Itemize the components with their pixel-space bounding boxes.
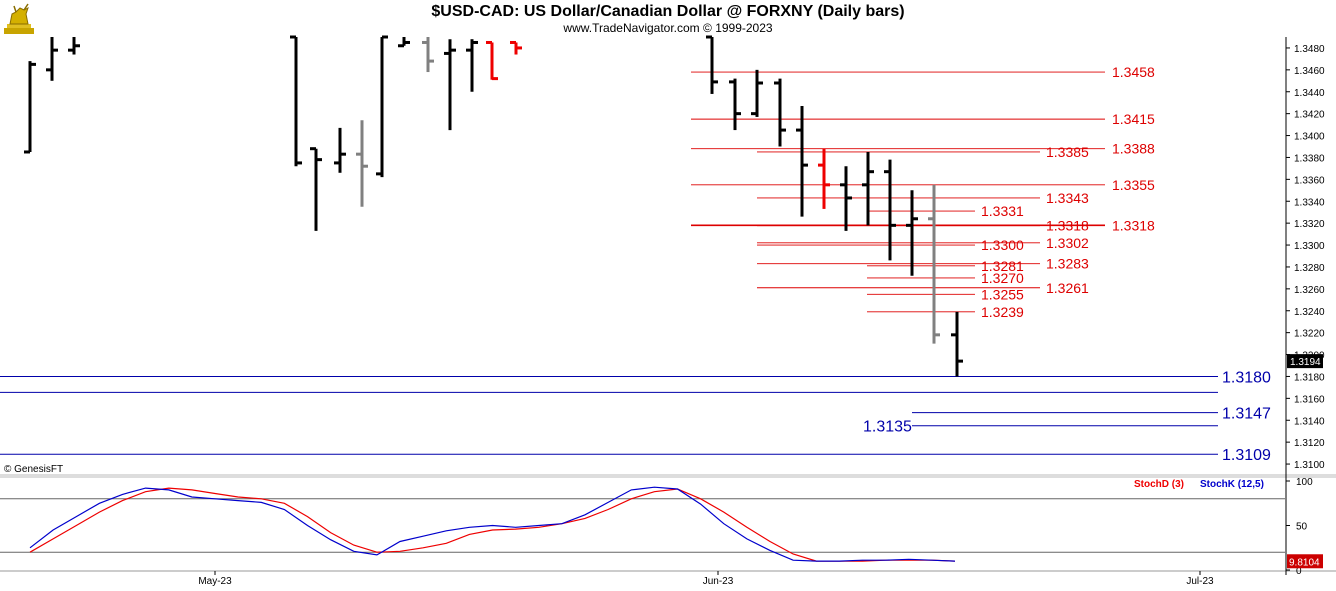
resistance-label: 1.3300 bbox=[981, 237, 1024, 253]
y-tick-label: 1.3460 bbox=[1294, 66, 1325, 77]
copyright-label: © GenesisFT bbox=[4, 464, 63, 475]
chart-title: $USD-CAD: US Dollar/Canadian Dollar @ FO… bbox=[431, 3, 905, 20]
x-tick-label: Jun-23 bbox=[703, 576, 734, 587]
y-tick-label: 1.3160 bbox=[1294, 394, 1325, 405]
y-tick-label: 1.3300 bbox=[1294, 241, 1325, 252]
resistance-label: 1.3318 bbox=[1112, 217, 1155, 233]
y-tick-label: 1.3360 bbox=[1294, 175, 1325, 186]
y-tick-label: 1.3260 bbox=[1294, 285, 1325, 296]
y-tick-label: 1.3340 bbox=[1294, 197, 1325, 208]
y-tick-label: 1.3220 bbox=[1294, 329, 1325, 340]
oscillator-y-tick-label: 100 bbox=[1296, 477, 1313, 488]
resistance-label: 1.3385 bbox=[1046, 144, 1089, 160]
resistance-label: 1.3283 bbox=[1046, 256, 1089, 272]
chart-header: $USD-CAD: US Dollar/Canadian Dollar @ FO… bbox=[0, 0, 1336, 36]
gold-bull-logo-icon bbox=[4, 3, 34, 34]
support-label: 1.3180 bbox=[1222, 369, 1271, 386]
resistance-label: 1.3239 bbox=[981, 304, 1024, 320]
last-price-label: 1.3194 bbox=[1290, 357, 1321, 368]
y-tick-label: 1.3100 bbox=[1294, 460, 1325, 471]
oscillator-y-tick-label: 50 bbox=[1296, 522, 1308, 533]
y-tick-label: 1.3120 bbox=[1294, 438, 1325, 449]
x-tick-label: Jul-23 bbox=[1186, 576, 1214, 587]
price-panel bbox=[0, 37, 1285, 475]
y-tick-label: 1.3480 bbox=[1294, 44, 1325, 55]
resistance-label: 1.3388 bbox=[1112, 141, 1155, 157]
resistance-label: 1.3343 bbox=[1046, 190, 1089, 206]
y-tick-label: 1.3400 bbox=[1294, 132, 1325, 143]
support-label: 1.3109 bbox=[1222, 447, 1271, 464]
y-tick-label: 1.3420 bbox=[1294, 110, 1325, 121]
resistance-label: 1.3281 bbox=[981, 258, 1024, 274]
oscillator-last-value-box bbox=[1287, 554, 1323, 569]
chart-subtitle: www.TradeNavigator.com © 1999-2023 bbox=[563, 21, 773, 35]
resistance-label: 1.3458 bbox=[1112, 64, 1155, 80]
y-tick-label: 1.3380 bbox=[1294, 153, 1325, 164]
resistance-label: 1.3302 bbox=[1046, 235, 1089, 251]
y-tick-label: 1.3140 bbox=[1294, 416, 1325, 427]
x-tick-label: May-23 bbox=[198, 576, 232, 587]
legend-stochk: StochK (12,5) bbox=[1200, 479, 1264, 490]
oscillator-last-value-label: 9.8104 bbox=[1289, 557, 1320, 568]
resistance-label: 1.3331 bbox=[981, 203, 1024, 219]
oscillator-series-line bbox=[29, 486, 956, 562]
resistance-label: 1.3270 bbox=[981, 270, 1024, 286]
support-label: 1.3135 bbox=[863, 419, 912, 436]
y-tick-label: 1.3320 bbox=[1294, 219, 1325, 230]
oscillator-y-tick-label: 0 bbox=[1296, 566, 1302, 577]
resistance-label: 1.3355 bbox=[1112, 177, 1155, 193]
y-tick-label: 1.3180 bbox=[1294, 372, 1325, 383]
legend-stochd: StochD (3) bbox=[1134, 479, 1184, 490]
resistance-label: 1.3415 bbox=[1112, 111, 1155, 127]
support-label: 1.3147 bbox=[1222, 406, 1271, 423]
y-tick-label: 1.3280 bbox=[1294, 263, 1325, 274]
y-tick-label: 1.3440 bbox=[1294, 88, 1325, 99]
resistance-label: 1.3255 bbox=[981, 286, 1024, 302]
y-tick-label: 1.3240 bbox=[1294, 307, 1325, 318]
last-price-box bbox=[1287, 354, 1323, 369]
resistance-label: 1.3261 bbox=[1046, 280, 1089, 296]
oscillator-series-line bbox=[29, 487, 956, 562]
